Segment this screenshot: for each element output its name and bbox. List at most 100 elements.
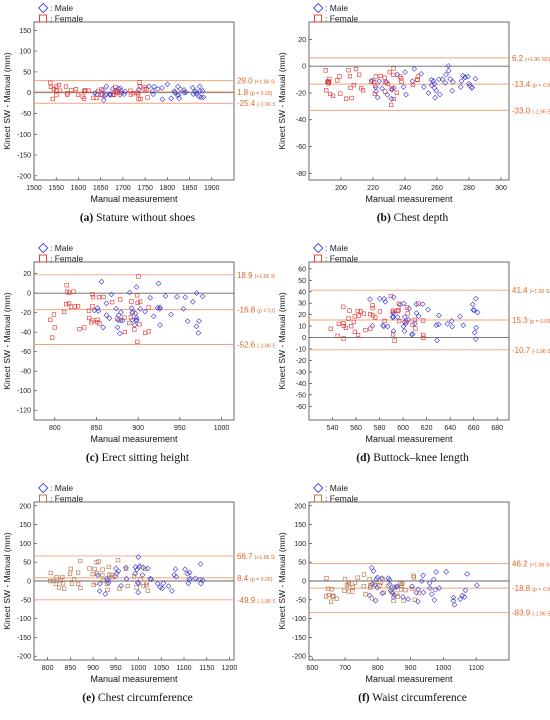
ref-line-sublabel: (p = 0.00) (250, 577, 273, 583)
point-male (107, 91, 113, 97)
point-male (409, 331, 416, 337)
point-male (122, 88, 129, 95)
y-tick-label: -200 (292, 654, 306, 661)
y-tick-label: -200 (17, 173, 31, 180)
y-axis-label: Kinect SW - Manual (mm) (277, 52, 287, 149)
point-female (136, 92, 141, 97)
ref-line-sublabel: (-1.96 SD) (532, 612, 550, 618)
point-female (82, 89, 87, 94)
x-tick-label: 1850 (182, 185, 198, 192)
point-male (470, 301, 476, 308)
point-female (143, 330, 148, 336)
point-male (442, 79, 448, 86)
point-female (93, 580, 99, 585)
point-male (199, 293, 206, 300)
y-tick-label: 50 (298, 278, 306, 285)
point-male (162, 293, 169, 299)
point-female (377, 583, 382, 588)
point-female (348, 85, 353, 91)
point-female (144, 582, 149, 588)
point-female (78, 585, 83, 590)
point-female (104, 581, 110, 586)
point-male (439, 76, 446, 83)
point-female (341, 336, 346, 341)
point-female (117, 586, 122, 591)
point-female (352, 314, 357, 319)
point-female (51, 86, 56, 92)
point-female (363, 328, 368, 333)
point-male (370, 568, 377, 574)
point-male (133, 317, 139, 323)
point-male (411, 66, 418, 72)
point-male (433, 322, 440, 328)
point-female (349, 324, 354, 329)
point-male (133, 284, 140, 290)
point-male (449, 323, 456, 330)
legend-female-marker (39, 14, 47, 23)
point-male (374, 574, 381, 581)
point-female (373, 83, 378, 88)
point-female (134, 585, 139, 590)
point-female (370, 305, 375, 311)
point-male (136, 564, 142, 570)
point-male (196, 318, 202, 324)
y-tick-label: 20 (23, 271, 31, 278)
point-female (96, 295, 102, 300)
point-female (144, 580, 149, 585)
point-female (325, 586, 331, 591)
point-male (135, 554, 142, 560)
point-female (410, 82, 416, 88)
ref-line-label: -33.0(-1.96 SD) (512, 106, 550, 115)
point-female (67, 571, 73, 576)
point-female (110, 300, 115, 305)
point-male (175, 83, 181, 90)
point-female (101, 578, 106, 583)
point-male (135, 580, 142, 587)
point-female (347, 74, 353, 79)
point-female (358, 309, 363, 314)
point-male (196, 83, 203, 90)
x-tick-label: 260 (431, 185, 443, 192)
ref-line-sublabel: (-1.96 SD) (257, 599, 275, 605)
point-female (76, 570, 81, 575)
legend-female-label: : Female (50, 494, 83, 504)
point-male (405, 316, 412, 323)
point-male (457, 84, 464, 90)
point-male (433, 569, 439, 575)
point-male (436, 312, 442, 319)
legend-male-label: : Male (50, 3, 73, 13)
point-female (338, 91, 343, 96)
chart-caption-a: (a) Stature without shoes (79, 212, 196, 224)
point-male (451, 601, 458, 608)
point-male (388, 96, 395, 102)
point-male (159, 85, 165, 91)
point-male (401, 328, 408, 334)
y-tick-label: -40 (296, 381, 306, 388)
point-male (106, 315, 113, 322)
y-axis-label: Kinect SW - Manual (mm) (2, 532, 12, 629)
point-female (373, 580, 378, 585)
point-male (182, 294, 188, 301)
point-female (415, 77, 420, 82)
point-male (470, 307, 477, 313)
ref-line-label: 15.3 (p = 0.00) (512, 316, 550, 325)
point-female (72, 304, 78, 309)
y-tick-label: -80 (21, 369, 31, 376)
point-male (132, 564, 139, 570)
point-male (379, 590, 386, 596)
point-female (115, 88, 120, 94)
point-male (91, 307, 98, 314)
y-tick-label: -10 (296, 347, 306, 354)
point-male (386, 577, 393, 583)
point-male (432, 94, 438, 101)
point-female (119, 90, 124, 96)
point-female (352, 329, 358, 334)
point-male (473, 336, 479, 342)
chart-caption-c: (c) Erect sitting height (85, 452, 190, 464)
point-female (399, 583, 404, 588)
point-male (473, 295, 479, 302)
x-tick-label: 560 (350, 425, 362, 432)
point-female (54, 84, 59, 89)
point-male (426, 580, 433, 586)
point-female (360, 88, 366, 93)
